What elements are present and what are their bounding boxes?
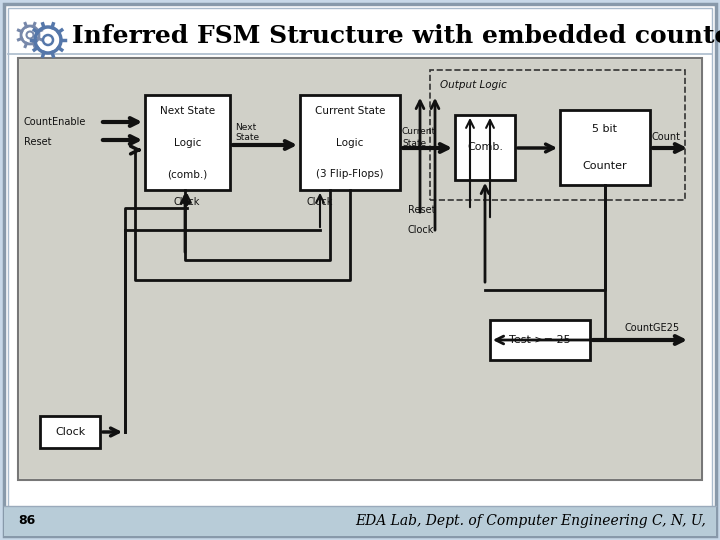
Text: Clock: Clock	[55, 427, 85, 437]
Bar	[18, 58, 702, 480]
Text: Clock: Clock	[307, 197, 333, 207]
Bar	[490, 320, 590, 360]
Bar	[4, 506, 716, 536]
Bar	[430, 70, 685, 200]
Text: Logic: Logic	[336, 138, 364, 147]
Text: Reset: Reset	[408, 205, 436, 215]
Bar	[300, 95, 400, 190]
Bar	[455, 115, 515, 180]
Text: Reset: Reset	[24, 137, 52, 147]
Text: 86: 86	[18, 515, 35, 528]
Text: Inferred FSM Structure with embedded counter: Inferred FSM Structure with embedded cou…	[72, 24, 720, 48]
Text: Next State: Next State	[160, 106, 215, 116]
Text: Next: Next	[235, 124, 256, 132]
Text: State: State	[235, 133, 259, 143]
Bar	[145, 95, 230, 190]
Text: Count: Count	[651, 132, 680, 142]
Text: Logic: Logic	[174, 138, 201, 147]
Text: Current: Current	[402, 127, 436, 137]
Text: 5 bit: 5 bit	[593, 124, 618, 134]
Text: CountGE25: CountGE25	[625, 323, 680, 333]
Text: Clock: Clock	[174, 197, 200, 207]
Text: State: State	[402, 138, 426, 147]
Text: Output Logic: Output Logic	[440, 80, 507, 90]
Text: Current State: Current State	[315, 106, 385, 116]
Text: (comb.): (comb.)	[167, 169, 207, 179]
Text: Counter: Counter	[582, 161, 627, 171]
Text: Test >= 25: Test >= 25	[509, 335, 571, 345]
Text: Clock: Clock	[408, 225, 434, 235]
Bar	[560, 110, 650, 185]
Text: (3 Flip-Flops): (3 Flip-Flops)	[316, 169, 384, 179]
Text: Comb.: Comb.	[467, 143, 503, 152]
Text: EDA Lab, Dept. of Computer Engineering C, N, U,: EDA Lab, Dept. of Computer Engineering C…	[355, 514, 706, 528]
Text: CountEnable: CountEnable	[24, 117, 86, 127]
Bar	[40, 416, 100, 448]
Bar	[20, 60, 700, 478]
